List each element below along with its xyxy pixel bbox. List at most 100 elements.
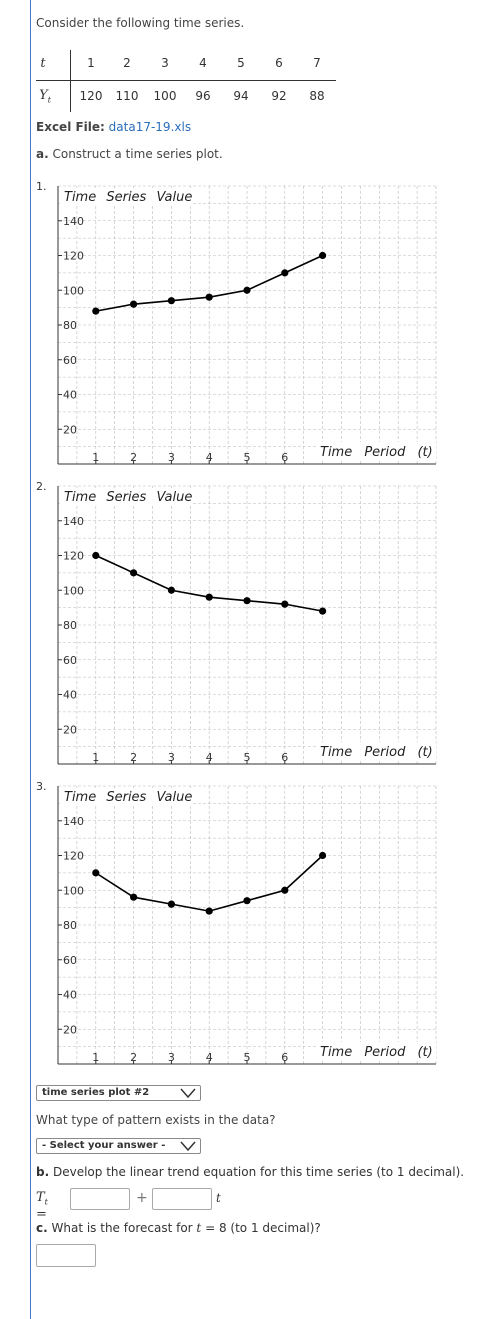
- x-tick-label: 5: [244, 1051, 251, 1064]
- x-tick-label: 6: [281, 1051, 288, 1064]
- y-tick-label: 140: [63, 815, 84, 828]
- data-point: [243, 597, 251, 605]
- excel-file-link[interactable]: data17-19.xls: [108, 120, 192, 134]
- x-tick-label: 1: [92, 451, 99, 464]
- x-axis-label: Time Period (t): [320, 745, 433, 760]
- chart-title-bg: [60, 788, 192, 806]
- chart-title-bg: [60, 488, 192, 506]
- x-tick-label: 3: [168, 451, 175, 464]
- chart-svg: 20 40 60 80 100 120 140 1 2 3 4 5 6 Time Series Value…: [57, 785, 437, 1065]
- y-tick-label: 100: [63, 884, 84, 897]
- y-tick-label: 140: [63, 215, 84, 228]
- forecast-input[interactable]: [36, 1244, 96, 1267]
- chevron-down-icon: [180, 1141, 196, 1152]
- data-point: [205, 593, 213, 601]
- x-tick-label: 4: [206, 751, 213, 764]
- y-tick-label: 120: [63, 550, 84, 563]
- x-tick-label: 6: [281, 451, 288, 464]
- trend-lhs: Tt =: [36, 1190, 48, 1222]
- y-tick-label: 20: [63, 1023, 77, 1036]
- table-y-cell: 100: [153, 89, 177, 103]
- data-point: [167, 900, 175, 908]
- y-tick-label: 60: [63, 954, 77, 967]
- y-tick-label: 80: [63, 919, 77, 932]
- y-tick-label: 40: [63, 989, 77, 1002]
- chart-svg: 20 40 60 80 100 120 140 1 2 3 4 5 6 Time Series Value…: [57, 185, 437, 465]
- left-border-rule: [30, 0, 31, 1319]
- x-tick-label: 4: [206, 451, 213, 464]
- x-tick-label: 2: [130, 451, 137, 464]
- data-point: [130, 893, 138, 901]
- part-c-letter: c.: [36, 1221, 48, 1235]
- table-t-cell: 7: [313, 56, 321, 70]
- slope-input[interactable]: [152, 1188, 212, 1210]
- part-b-letter: b.: [36, 1165, 50, 1179]
- trend-t-variable: t: [216, 1191, 221, 1205]
- part-a-question: a. Construct a time series plot.: [36, 147, 223, 161]
- part-c-question: c. What is the forecast for t = 8 (to 1 …: [36, 1221, 321, 1235]
- table-t-header: t: [40, 56, 46, 71]
- y-tick-label: 100: [63, 584, 84, 597]
- data-point: [130, 569, 138, 577]
- intro-text: Consider the following time series.: [36, 16, 245, 30]
- y-tick-label: 80: [63, 319, 77, 332]
- data-point: [281, 600, 289, 608]
- data-point: [92, 307, 100, 315]
- x-tick-label: 4: [206, 1051, 213, 1064]
- table-t-cell: 2: [123, 56, 131, 70]
- data-point: [319, 607, 327, 615]
- chart-title: Time Series Value: [64, 790, 192, 805]
- data-point: [243, 897, 251, 905]
- data-point: [319, 251, 327, 260]
- y-tick-label: 60: [63, 654, 77, 667]
- table-t-cell: 3: [161, 56, 169, 70]
- chart-number: 2.: [36, 480, 47, 493]
- y-tick-label: 40: [63, 389, 77, 402]
- y-tick-label: 80: [63, 619, 77, 632]
- x-axis-label: Time Period (t): [320, 1045, 433, 1060]
- data-point: [319, 851, 327, 860]
- table-y-cell: 88: [309, 89, 325, 103]
- plus-sign: +: [136, 1190, 148, 1206]
- pattern-select-dropdown[interactable]: - Select your answer -: [36, 1138, 201, 1154]
- part-b-text: Develop the linear trend equation for th…: [52, 1165, 465, 1179]
- table-y-cell: 96: [195, 89, 211, 103]
- chart-number: 1.: [36, 180, 47, 193]
- table-y-cell: 120: [79, 89, 103, 103]
- x-tick-label: 5: [244, 451, 251, 464]
- data-point: [205, 907, 213, 915]
- intercept-input[interactable]: [70, 1188, 130, 1210]
- pattern-question: What type of pattern exists in the data?: [36, 1113, 276, 1127]
- table-horizontal-rule: [36, 80, 336, 81]
- y-tick-label: 40: [63, 689, 77, 702]
- y-tick-label: 60: [63, 354, 77, 367]
- chart-number: 3.: [36, 780, 47, 793]
- data-point: [92, 869, 100, 877]
- x-axis-label-bg: [318, 442, 436, 459]
- x-axis-label-bg: [318, 1042, 436, 1059]
- part-a-text: Construct a time series plot.: [52, 147, 223, 161]
- pattern-select-value: - Select your answer -: [42, 1140, 166, 1151]
- table-vertical-rule: [70, 50, 71, 112]
- data-point: [243, 286, 251, 294]
- time-series-plot-3: 3. 20 40 60 80 100 120 140 1 2 3 4 5 6 Time Series Val…: [36, 780, 446, 1072]
- excel-file-line: Excel File: data17-19.xls: [36, 120, 191, 134]
- x-tick-label: 2: [130, 751, 137, 764]
- time-series-plot-1: 1. 20 40 60 80 100 120 140 1 2 3 4 5 6 Time Series Val…: [36, 180, 446, 472]
- data-point: [167, 297, 175, 305]
- y-tick-label: 120: [63, 850, 84, 863]
- table-y-header: Yt: [39, 88, 51, 105]
- chart-svg: 20 40 60 80 100 120 140 1 2 3 4 5 6 Time Series Value…: [57, 485, 437, 765]
- x-tick-label: 3: [168, 1051, 175, 1064]
- data-point: [92, 551, 100, 560]
- table-t-cell: 4: [199, 56, 207, 70]
- x-tick-label: 1: [92, 751, 99, 764]
- y-tick-label: 140: [63, 515, 84, 528]
- x-tick-label: 5: [244, 751, 251, 764]
- chart-title-bg: [60, 188, 192, 206]
- y-tick-label: 100: [63, 284, 84, 297]
- time-series-plot-2: 2. 20 40 60 80 100 120 140 1 2 3 4 5 6 Time Series Val…: [36, 480, 446, 772]
- chart-title: Time Series Value: [64, 490, 192, 505]
- table-t-cell: 5: [237, 56, 245, 70]
- plot-select-dropdown[interactable]: time series plot #2: [36, 1085, 201, 1101]
